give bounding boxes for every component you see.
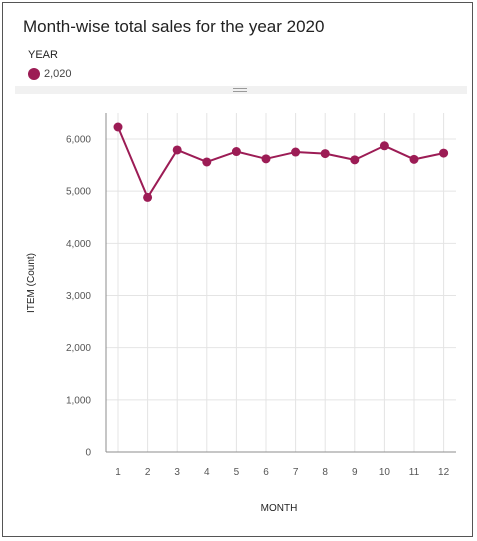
axes <box>105 113 456 453</box>
x-tick-label: 3 <box>174 467 180 478</box>
y-tick-label: 4,000 <box>66 239 91 250</box>
x-tick-label: 11 <box>409 467 420 478</box>
data-point <box>291 147 301 157</box>
data-point <box>261 154 271 164</box>
data-point <box>172 145 182 155</box>
legend-swatch <box>28 68 40 80</box>
y-tick-label: 3,000 <box>66 291 91 302</box>
data-point <box>350 155 360 165</box>
x-tick-label: 1 <box>115 467 121 478</box>
x-tick-label: 12 <box>438 467 450 478</box>
legend-label: 2,020 <box>44 68 72 80</box>
data-point <box>143 192 153 202</box>
y-tick-label: 1,000 <box>66 395 91 406</box>
data-point <box>202 157 212 167</box>
y-tick-labels: 0 1,000 2,000 3,000 4,000 5,000 6,000 <box>66 135 91 459</box>
resize-divider[interactable] <box>15 86 467 94</box>
series-line-2020 <box>117 126 444 199</box>
x-tick-label: 10 <box>379 467 391 478</box>
y-tick-label: 5,000 <box>66 187 91 198</box>
y-tick-label: 6,000 <box>66 135 91 146</box>
x-tick-label: 2 <box>145 467 151 478</box>
drag-handle-icon[interactable] <box>233 88 247 92</box>
legend-title: YEAR <box>28 49 58 61</box>
x-tick-label: 7 <box>293 467 299 478</box>
data-point <box>113 122 123 132</box>
data-point <box>409 154 419 164</box>
data-point <box>379 141 389 151</box>
y-tick-label: 2,000 <box>66 343 91 354</box>
x-tick-label: 4 <box>204 467 210 478</box>
series-line <box>117 126 444 199</box>
x-tick-labels: 1 2 3 4 5 6 7 8 9 10 11 12 <box>115 467 449 478</box>
data-point <box>231 147 241 157</box>
y-tick-label: 0 <box>85 448 91 459</box>
legend-item[interactable]: 2,020 <box>28 68 72 80</box>
grid-lines <box>106 113 456 452</box>
series-points <box>113 122 449 202</box>
x-tick-label: 6 <box>263 467 269 478</box>
data-point <box>320 149 330 159</box>
x-tick-label: 9 <box>352 467 358 478</box>
y-axis-label: ITEM (Count) <box>26 253 37 313</box>
x-axis-label: MONTH <box>261 503 298 514</box>
chart-title: Month-wise total sales for the year 2020 <box>23 17 325 36</box>
data-point <box>439 148 449 158</box>
x-tick-label: 5 <box>234 467 240 478</box>
x-tick-label: 8 <box>322 467 328 478</box>
chart-card: Month-wise total sales for the year 2020… <box>2 2 473 537</box>
